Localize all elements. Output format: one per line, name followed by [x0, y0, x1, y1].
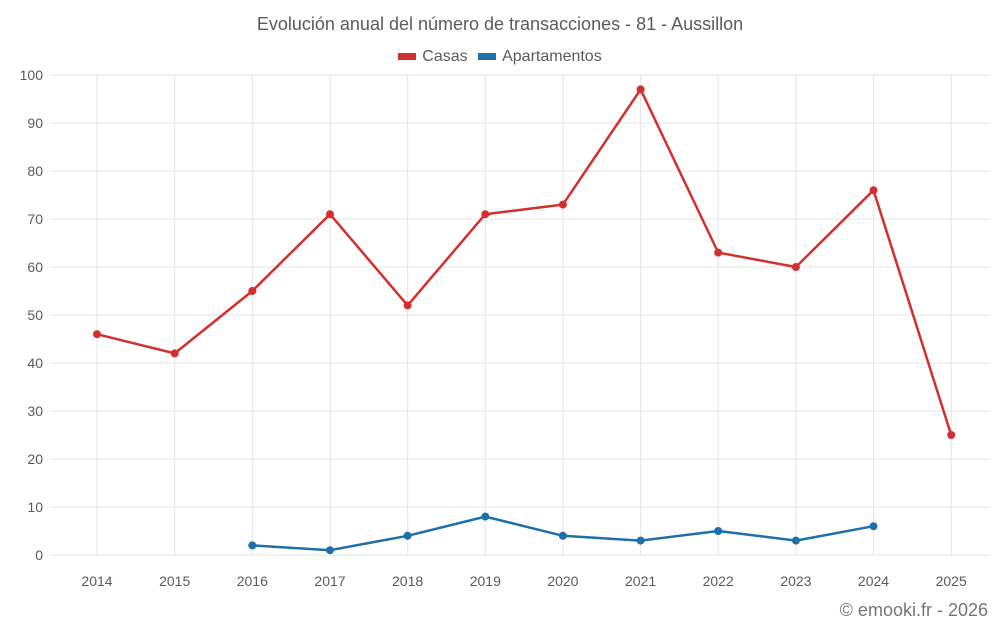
svg-text:2022: 2022 — [703, 573, 734, 589]
svg-text:10: 10 — [27, 499, 43, 515]
svg-text:2023: 2023 — [780, 573, 811, 589]
svg-text:90: 90 — [27, 115, 43, 131]
svg-text:2021: 2021 — [625, 573, 656, 589]
svg-text:80: 80 — [27, 163, 43, 179]
svg-text:2024: 2024 — [858, 573, 889, 589]
svg-text:60: 60 — [27, 259, 43, 275]
svg-text:2017: 2017 — [314, 573, 345, 589]
svg-text:0: 0 — [35, 547, 43, 563]
svg-text:100: 100 — [20, 67, 44, 83]
svg-text:2019: 2019 — [470, 573, 501, 589]
svg-text:70: 70 — [27, 211, 43, 227]
svg-text:2014: 2014 — [81, 573, 112, 589]
svg-text:2020: 2020 — [547, 573, 578, 589]
svg-text:2025: 2025 — [936, 573, 967, 589]
svg-text:50: 50 — [27, 307, 43, 323]
svg-text:2015: 2015 — [159, 573, 190, 589]
svg-text:2018: 2018 — [392, 573, 423, 589]
svg-text:2016: 2016 — [237, 573, 268, 589]
svg-text:40: 40 — [27, 355, 43, 371]
svg-text:30: 30 — [27, 403, 43, 419]
svg-text:20: 20 — [27, 451, 43, 467]
